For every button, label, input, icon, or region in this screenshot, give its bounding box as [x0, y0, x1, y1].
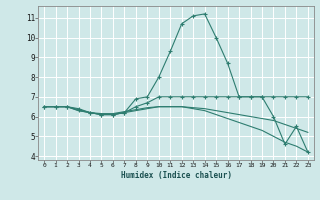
- X-axis label: Humidex (Indice chaleur): Humidex (Indice chaleur): [121, 171, 231, 180]
